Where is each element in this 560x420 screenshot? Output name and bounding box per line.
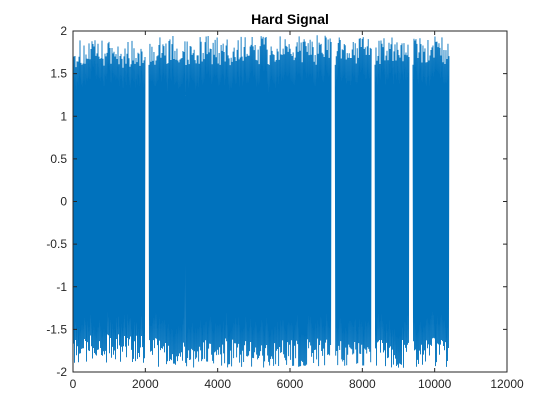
y-axis: -2 -1.5 -1 -0.5 0 0.5 1 1.5 2 xyxy=(46,24,507,379)
y-tick-label: -1 xyxy=(56,280,67,294)
x-tick-label: 6000 xyxy=(277,377,304,391)
series-segment xyxy=(72,40,146,363)
x-tick-label: 0 xyxy=(70,377,77,391)
series-segment xyxy=(374,37,410,368)
y-tick-label: -0.5 xyxy=(46,237,67,251)
series-segment xyxy=(184,35,332,368)
y-tick-label: 2 xyxy=(60,24,67,38)
series-segment xyxy=(148,35,186,367)
series-segment xyxy=(334,37,372,366)
y-tick-label: 1 xyxy=(60,109,67,123)
y-tick-label: 1.5 xyxy=(50,67,67,81)
x-tick-label: 4000 xyxy=(204,377,231,391)
x-axis: 0 2000 4000 6000 8000 10000 12000 xyxy=(70,31,524,391)
y-tick-label: 0 xyxy=(60,195,67,209)
series-segment xyxy=(412,36,450,367)
series-layer xyxy=(72,35,450,368)
x-tick-label: 10000 xyxy=(418,377,452,391)
chart-title: Hard Signal xyxy=(251,11,329,27)
y-tick-label: -2 xyxy=(56,365,67,379)
x-tick-label: 2000 xyxy=(132,377,159,391)
x-tick-label: 12000 xyxy=(490,377,524,391)
y-tick-label: 0.5 xyxy=(50,152,67,166)
x-tick-label: 8000 xyxy=(349,377,376,391)
y-tick-label: -1.5 xyxy=(46,322,67,336)
